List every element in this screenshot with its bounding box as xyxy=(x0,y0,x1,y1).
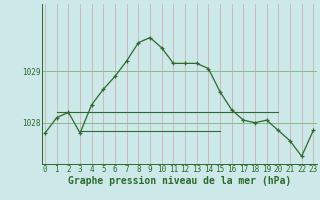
X-axis label: Graphe pression niveau de la mer (hPa): Graphe pression niveau de la mer (hPa) xyxy=(68,176,291,186)
